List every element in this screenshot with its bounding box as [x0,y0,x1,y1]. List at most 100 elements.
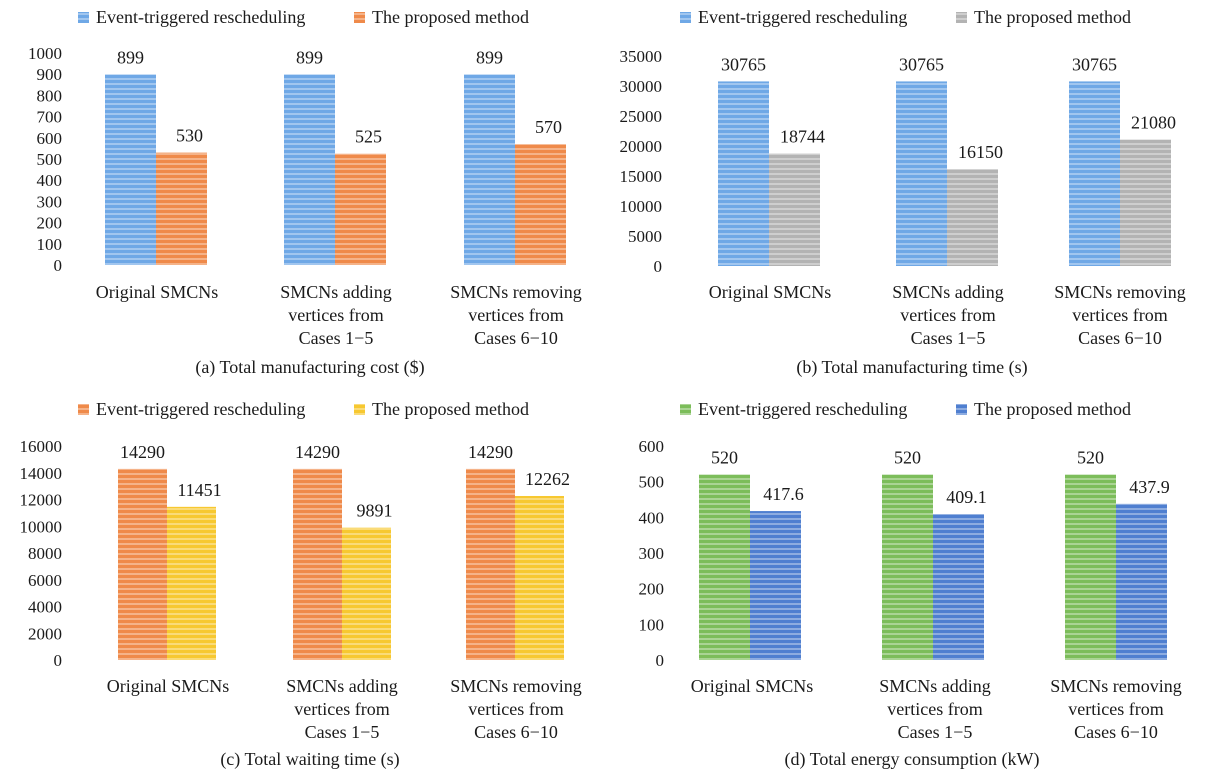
y-tick-label-3-1: 100 [639,615,665,634]
category-label-1-1-2: Cases 1−5 [911,328,986,348]
y-tick-label-2-5: 10000 [20,517,63,536]
data-label-3-1-2: 437.9 [1129,477,1170,497]
data-label-2-0-0: 14290 [120,442,165,462]
legend-label-2-1: The proposed method [372,399,529,419]
category-label-1-0-0: Original SMCNs [709,282,832,302]
data-label-1-1-1: 16150 [958,142,1003,162]
y-tick-label-2-2: 4000 [28,598,62,617]
legend-swatch-3-1 [956,404,967,415]
y-tick-label-2-6: 12000 [20,491,63,510]
y-tick-label-1-7: 35000 [620,47,663,66]
legend-label-3-1: The proposed method [974,399,1131,419]
bar-3-1-0 [750,511,801,660]
y-tick-label-0-6: 600 [37,129,63,148]
bar-1-0-2 [1069,81,1120,266]
data-label-1-0-0: 30765 [721,54,766,74]
y-tick-label-1-1: 5000 [628,227,662,246]
bar-2-0-0 [118,468,167,660]
category-label-3-2-0: SMCNs removing [1050,676,1182,696]
y-tick-label-0-4: 400 [37,171,63,190]
bar-0-0-0 [105,74,156,265]
data-label-2-0-1: 14290 [295,442,340,462]
y-tick-label-3-0: 0 [656,651,665,670]
chart-panel-1: Event-triggered rescheduling The proposed… [620,7,1186,378]
y-tick-label-0-3: 300 [37,192,63,211]
y-tick-label-0-1: 100 [37,235,63,254]
bar-3-0-1 [882,474,933,660]
y-tick-label-1-3: 15000 [620,167,663,186]
category-label-2-2-1: vertices from [468,699,563,719]
bar-3-0-0 [699,474,750,660]
category-label-2-1-2: Cases 1−5 [305,722,380,742]
data-label-0-0-0: 899 [117,47,144,67]
data-label-2-1-0: 11451 [177,480,221,500]
y-tick-label-0-10: 1000 [28,44,62,63]
category-label-2-0-0: Original SMCNs [107,676,230,696]
y-tick-label-2-1: 2000 [28,624,62,643]
data-label-2-1-2: 12262 [525,469,570,489]
y-tick-label-2-7: 14000 [20,464,63,483]
chart-panel-2: Event-triggered rescheduling The proposed… [20,399,582,770]
y-tick-label-1-4: 20000 [620,137,663,156]
legend-label-3-0: Event-triggered rescheduling [698,399,907,419]
category-label-3-1-1: vertices from [887,699,982,719]
data-label-1-1-2: 21080 [1131,113,1176,133]
y-tick-label-0-8: 800 [37,86,63,105]
y-tick-label-1-2: 10000 [620,197,663,216]
bar-1-0-0 [718,81,769,266]
chart-caption-1: (b) Total manufacturing time (s) [796,357,1027,378]
bar-3-1-1 [933,514,984,660]
category-label-1-1-0: SMCNs adding [892,282,1004,302]
y-tick-label-0-2: 200 [37,214,63,233]
y-tick-label-3-6: 600 [639,437,665,456]
bar-1-1-2 [1120,139,1171,266]
legend-swatch-1-0 [680,12,691,23]
bar-2-0-2 [466,468,515,660]
bar-3-0-2 [1065,474,1116,660]
category-label-3-2-2: Cases 6−10 [1074,722,1158,742]
bar-2-1-2 [515,495,564,660]
category-label-0-1-0: SMCNs adding [280,282,392,302]
category-label-2-2-0: SMCNs removing [450,676,582,696]
data-label-3-1-1: 409.1 [946,487,987,507]
bar-0-0-1 [284,74,335,265]
y-tick-label-1-0: 0 [654,257,663,276]
data-label-0-1-0: 530 [176,126,203,146]
legend-label-0-0: Event-triggered rescheduling [96,7,305,27]
category-label-0-1-2: Cases 1−5 [299,328,374,348]
y-tick-label-3-3: 300 [639,544,665,563]
category-label-2-2-2: Cases 6−10 [474,722,558,742]
chart-caption-3: (d) Total energy consumption (kW) [784,749,1039,770]
legend-swatch-3-0 [680,404,691,415]
category-label-2-1-1: vertices from [294,699,389,719]
category-label-1-2-1: vertices from [1072,305,1167,325]
data-label-0-0-1: 899 [296,47,323,67]
y-tick-label-0-5: 500 [37,150,63,169]
y-tick-label-3-5: 500 [639,473,665,492]
y-tick-label-1-5: 25000 [620,107,663,126]
legend-label-0-1: The proposed method [372,7,529,27]
y-tick-label-0-9: 900 [37,65,63,84]
bar-0-1-1 [335,153,386,265]
category-label-1-2-2: Cases 6−10 [1078,328,1162,348]
category-label-3-1-2: Cases 1−5 [898,722,973,742]
legend-label-1-1: The proposed method [974,7,1131,27]
y-tick-label-2-3: 6000 [28,571,62,590]
legend-swatch-1-1 [956,12,967,23]
chart-caption-0: (a) Total manufacturing cost ($) [195,357,424,378]
data-label-3-1-0: 417.6 [763,484,804,504]
bar-0-1-0 [156,152,207,265]
bar-0-0-2 [464,74,515,265]
bar-1-1-0 [769,153,820,266]
data-label-0-1-2: 570 [535,117,562,137]
data-label-3-0-0: 520 [711,448,738,468]
category-label-0-2-0: SMCNs removing [450,282,582,302]
y-tick-label-3-4: 400 [639,508,665,527]
data-label-2-1-1: 9891 [357,501,393,521]
legend-label-2-0: Event-triggered rescheduling [96,399,305,419]
bar-0-1-2 [515,144,566,265]
chart-caption-2: (c) Total waiting time (s) [220,749,399,770]
category-label-0-2-1: vertices from [468,305,563,325]
bar-1-0-1 [896,81,947,266]
